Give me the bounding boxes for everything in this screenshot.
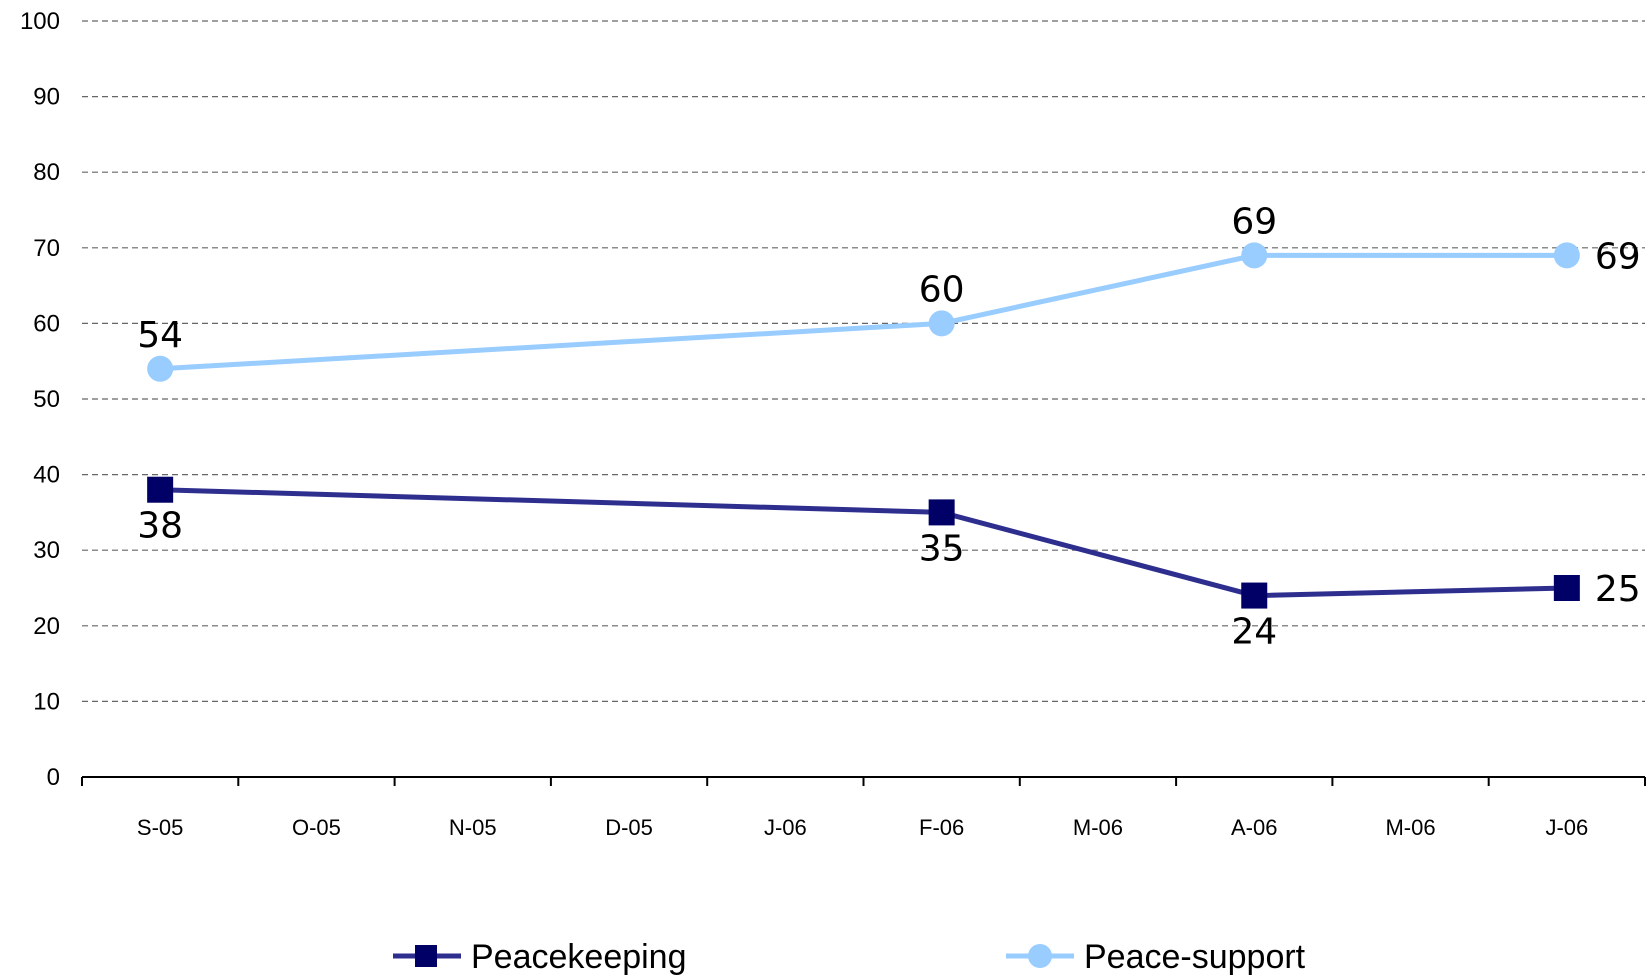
y-tick-label: 30 (33, 537, 60, 564)
x-tick-label: M-06 (1073, 815, 1123, 840)
legend-marker (415, 945, 437, 967)
x-tick-label: O-05 (292, 815, 341, 840)
data-label: 60 (919, 269, 965, 310)
data-point-marker (1241, 582, 1268, 609)
x-tick-label: M-06 (1385, 815, 1435, 840)
series-line-peacekeeping (160, 487, 1567, 599)
data-label: 24 (1231, 612, 1277, 653)
legend-marker (1028, 944, 1052, 968)
x-tick-label: D-05 (605, 815, 653, 840)
x-tick-label: N-05 (449, 815, 497, 840)
y-tick-label: 50 (33, 386, 60, 413)
y-tick-label: 60 (33, 310, 60, 337)
legend-label: Peacekeeping (471, 938, 687, 976)
data-point-marker (147, 476, 174, 503)
y-tick-label: 80 (33, 159, 60, 186)
data-label: 25 (1595, 569, 1641, 610)
y-tick-label: 40 (33, 462, 60, 489)
data-labels: 38 35 24 25 54 60 69 69 (137, 201, 1640, 652)
data-point-marker (1553, 242, 1580, 269)
data-label: 69 (1595, 236, 1641, 277)
legend: Peacekeeping Peace-support (393, 938, 1306, 976)
data-label: 35 (919, 528, 965, 569)
x-tick-label: J-06 (764, 815, 807, 840)
x-tick-label: S-05 (137, 815, 183, 840)
data-point-marker (928, 310, 955, 337)
data-point-marker (147, 355, 174, 382)
x-tick-label: A-06 (1231, 815, 1277, 840)
y-tick-label: 100 (20, 8, 60, 35)
x-tick-label: J-06 (1545, 815, 1588, 840)
legend-label: Peace-support (1084, 938, 1306, 976)
y-tick-label: 10 (33, 688, 60, 715)
series (147, 242, 1580, 609)
data-point-marker (1241, 242, 1268, 269)
y-tick-label: 70 (33, 235, 60, 262)
y-tick-label: 20 (33, 613, 60, 640)
gridlines (82, 20, 1645, 703)
series-line-peace-support (160, 252, 1567, 372)
data-point-marker (1553, 575, 1580, 601)
y-tick-label: 90 (33, 84, 60, 111)
x-tick-label: F-06 (919, 815, 964, 840)
data-label: 69 (1231, 201, 1277, 242)
axes: 0 10 20 30 40 50 60 70 80 90 100 S-05 O-05 N-05 D-05 J-… (20, 8, 1646, 840)
data-point-marker (928, 499, 955, 526)
y-tick-label: 0 (47, 764, 60, 791)
data-label: 54 (137, 315, 183, 356)
data-label: 38 (137, 506, 183, 547)
